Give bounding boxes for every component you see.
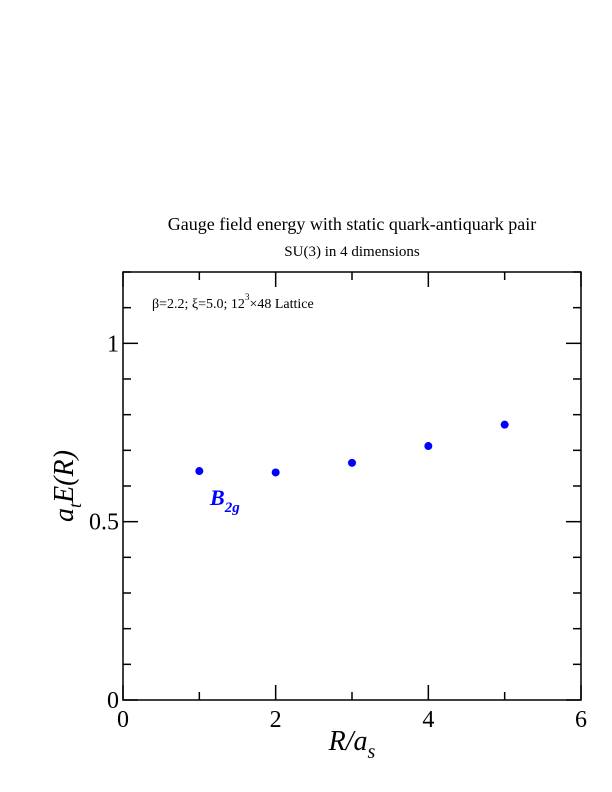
x-axis-label-main: R/a	[328, 726, 368, 757]
plot-frame	[122, 271, 582, 701]
data-points	[195, 420, 509, 477]
axis-tick-labels: 0 2 4 6 0 0.5 1	[89, 331, 587, 733]
lattice-annotation: β=2.2; ξ=5.0; 123×48 Lattice	[152, 292, 314, 312]
chart-title: Gauge field energy with static quark-ant…	[168, 214, 537, 234]
x-axis-label: R/as	[328, 726, 376, 763]
x-axis-label-sub: s	[368, 741, 376, 763]
y-tick-label: 1	[107, 331, 119, 357]
series-label-main: B	[209, 485, 225, 510]
series-label-sub: 2g	[224, 500, 241, 516]
y-axis-label-main: E(R)	[49, 450, 80, 504]
axis-ticks	[122, 271, 582, 701]
data-point	[195, 467, 204, 476]
lattice-annotation-sup: 3	[245, 292, 250, 302]
data-point	[424, 442, 433, 451]
y-axis-label-pre: a	[49, 508, 80, 522]
data-point	[271, 468, 280, 477]
y-axis-label-pre-sub: t	[65, 502, 85, 508]
y-tick-label: 0	[107, 688, 119, 714]
x-tick-label: 0	[117, 707, 129, 733]
chart-subtitle: SU(3) in 4 dimensions	[284, 244, 420, 260]
y-axis-label: atE(R)	[49, 450, 85, 522]
data-point	[348, 458, 356, 467]
lattice-annotation-tail: ×48 Lattice	[249, 297, 313, 312]
x-tick-label: 4	[422, 707, 434, 733]
lattice-annotation-lead: β=2.2; ξ=5.0; 12	[152, 297, 245, 312]
x-tick-label: 6	[575, 707, 587, 733]
series-label: B2g	[209, 485, 240, 516]
x-tick-label: 2	[270, 707, 282, 733]
y-tick-label: 0.5	[89, 510, 119, 536]
data-point	[500, 420, 509, 429]
